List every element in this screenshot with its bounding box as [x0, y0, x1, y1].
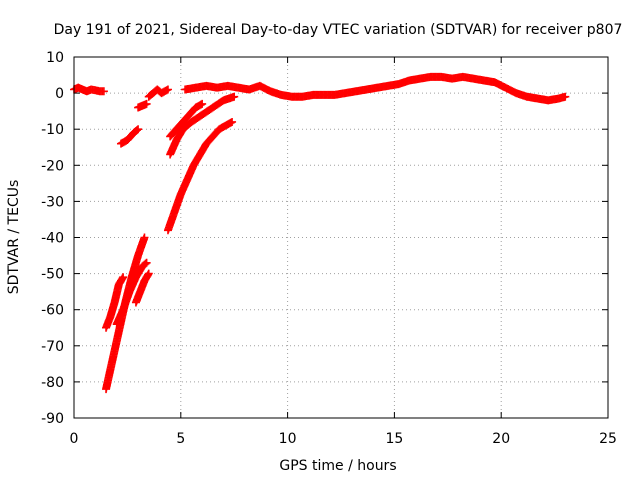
chart-title: Day 191 of 2021, Sidereal Day-to-day VTE… [54, 22, 623, 38]
data-point [144, 269, 153, 278]
data-point [134, 125, 143, 134]
series-seg-i [163, 117, 237, 235]
x-tick-label: 15 [385, 431, 403, 447]
y-tick-label: -50 [41, 267, 64, 283]
series-seg-c [134, 99, 151, 112]
series-seg-h [131, 269, 153, 307]
data-point [142, 258, 151, 267]
y-tick-label: -20 [41, 158, 64, 174]
series-seg-e [102, 273, 128, 332]
y-tick-label: -30 [41, 194, 64, 210]
data-point [133, 126, 142, 135]
y-axis-label: SDTVAR / TECUs [6, 180, 22, 295]
data-point [142, 99, 151, 108]
x-axis-label: GPS time / hours [279, 458, 396, 474]
y-tick-label: -80 [41, 375, 64, 391]
axes: 10 0 -10 -20 -30 -40 -50 -60 -70 -80 -90 0 5 10 15 20 25 [41, 50, 617, 447]
y-tick-label: 10 [46, 50, 64, 66]
data-point [230, 92, 239, 101]
grid [74, 57, 608, 418]
data-point [141, 259, 150, 268]
series-group [70, 72, 570, 394]
y-tick-label: -70 [41, 339, 64, 355]
x-tick-label: 10 [279, 431, 297, 447]
data-point [561, 92, 570, 101]
x-tick-label: 20 [492, 431, 510, 447]
series-seg-j [166, 99, 207, 141]
x-tick-label: 5 [176, 431, 185, 447]
series-seg-d [144, 85, 172, 101]
y-tick-label: 0 [55, 86, 64, 102]
data-point [163, 85, 172, 94]
x-tick-label: 0 [70, 431, 79, 447]
series-seg-b [116, 125, 143, 148]
data-point [99, 87, 108, 96]
data-point [140, 233, 149, 242]
series-seg-l [181, 72, 570, 105]
data-point [198, 99, 207, 108]
data-point [228, 117, 237, 126]
data-point [119, 273, 128, 282]
y-tick-label: -10 [41, 122, 64, 138]
y-tick-label: -40 [41, 231, 64, 247]
series-seg-k [166, 92, 239, 159]
x-tick-label: 25 [599, 431, 617, 447]
y-tick-label: -90 [41, 411, 64, 427]
y-tick-label: -60 [41, 303, 64, 319]
series-seg-g [112, 258, 151, 329]
